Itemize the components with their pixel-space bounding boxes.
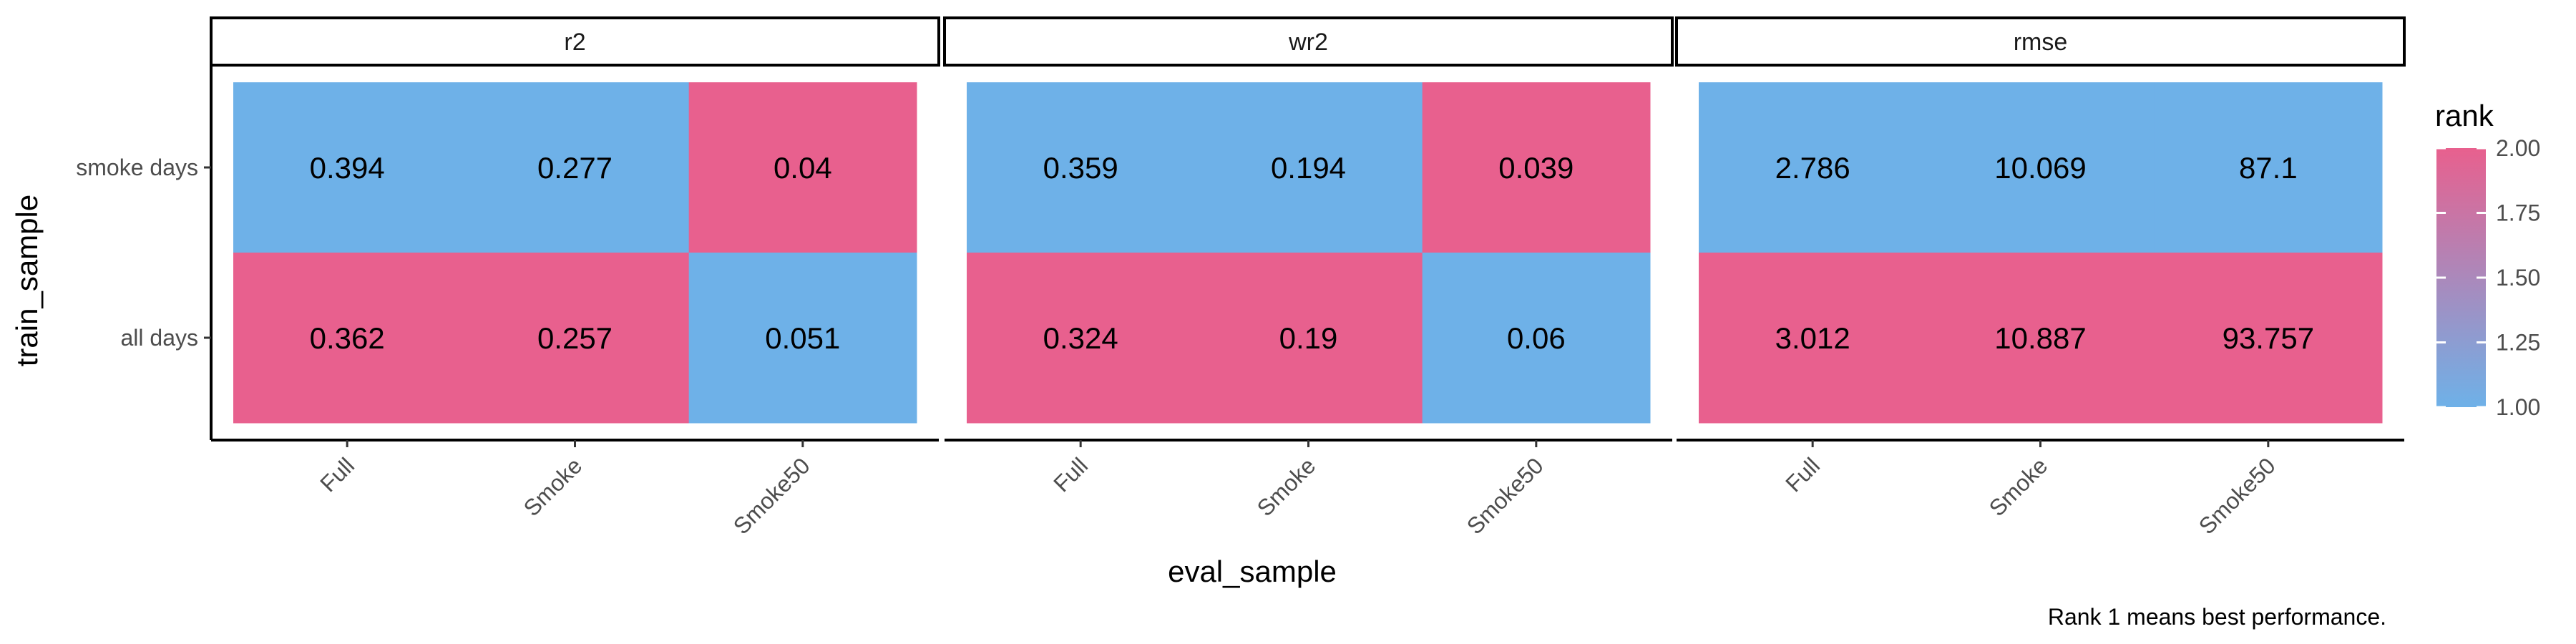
legend-tick-label: 1.75 [2496, 200, 2540, 226]
heatmap-tile [233, 253, 462, 424]
heatmap-tile [1422, 82, 1651, 253]
heatmap-tile [2154, 253, 2383, 424]
heatmap-tile [461, 253, 690, 424]
tile-value-label: 0.19 [1279, 321, 1338, 355]
heatmap-tile [233, 82, 462, 253]
legend-tick-label: 2.00 [2496, 135, 2540, 161]
facet-panel-wr2: wr2 0.359 0.194 0.039 0.324 0.19 0.06 Full Smoke… [943, 16, 1674, 540]
x-tick-label: Smoke [519, 452, 587, 521]
tile-value-label: 10.887 [1994, 321, 2086, 355]
tile-value-label: 0.324 [1043, 321, 1118, 355]
caption: Rank 1 means best performance. [2048, 604, 2386, 630]
x-tick-label: Full [1048, 452, 1093, 497]
tile-value-label: 3.012 [1775, 321, 1850, 355]
facet-panel-r2: r2 0.394 0.277 0.04 0.362 0.257 0.051 Full Smoke… [210, 16, 940, 540]
heatmap-tile [1194, 82, 1423, 253]
y-tick-label: smoke days [76, 155, 198, 180]
x-axis-title: eval_sample [1168, 555, 1337, 588]
heatmap-tile [967, 82, 1195, 253]
x-tick-label: Full [1780, 452, 1825, 497]
tile-value-label: 0.051 [765, 321, 840, 355]
heatmap-tile [1926, 82, 2155, 253]
heatmap-tile [1422, 253, 1651, 424]
x-tick-label: Smoke50 [2194, 452, 2280, 539]
x-tick-label: Smoke50 [1462, 452, 1548, 539]
facet-panel-rmse: rmse 2.786 10.069 87.1 3.012 10.887 93.757 Full… [1675, 16, 2406, 540]
heatmap-tile [461, 82, 690, 253]
facet-strip [210, 16, 940, 67]
legend-tick-label: 1.00 [2496, 394, 2540, 420]
tile-value-label: 0.362 [310, 321, 385, 355]
heatmap-tile [688, 253, 917, 424]
tile-value-label: 0.277 [537, 151, 613, 185]
x-tick-label: Smoke [1252, 452, 1321, 521]
heatmap-tile [2154, 82, 2383, 253]
y-tick-label: all days [121, 325, 199, 351]
tile-value-label: 0.04 [774, 151, 832, 185]
heatmap-tile [1699, 82, 1927, 253]
facet-strip-label: rmse [2014, 29, 2068, 56]
facet-strip-label: r2 [564, 29, 585, 56]
tile-value-label: 0.394 [310, 151, 385, 185]
heatmap-tile [1699, 253, 1927, 424]
tile-value-label: 0.039 [1498, 151, 1574, 185]
facet-strip [1675, 16, 2406, 67]
tile-value-label: 10.069 [1994, 151, 2086, 185]
heatmap-tile [688, 82, 917, 253]
x-tick-label: Smoke50 [728, 452, 815, 539]
legend-title: rank [2435, 99, 2494, 132]
tile-value-label: 0.257 [537, 321, 613, 355]
legend-tick-label: 1.50 [2496, 265, 2540, 291]
tile-value-label: 2.786 [1775, 151, 1850, 185]
facet-strip [943, 16, 1674, 67]
tile-value-label: 0.359 [1043, 151, 1118, 185]
tile-value-label: 93.757 [2223, 321, 2314, 355]
x-tick-label: Smoke [1984, 452, 2053, 521]
tile-value-label: 87.1 [2239, 151, 2298, 185]
heatmap-tile [1926, 253, 2155, 424]
x-tick-label: Full [315, 452, 359, 497]
tile-value-label: 0.06 [1507, 321, 1566, 355]
tile-value-label: 0.194 [1271, 151, 1346, 185]
legend-tick-label: 1.25 [2496, 330, 2540, 356]
facet-strip-label: wr2 [1288, 29, 1328, 56]
heatmap-tile [967, 253, 1195, 424]
heatmap-tile [1194, 253, 1423, 424]
y-axis-title: train_sample [10, 195, 44, 366]
